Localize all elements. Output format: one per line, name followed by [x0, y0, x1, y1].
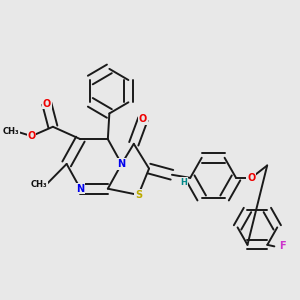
Text: O: O	[247, 173, 255, 183]
Text: F: F	[279, 242, 286, 251]
Text: O: O	[139, 114, 147, 124]
Text: N: N	[118, 159, 126, 169]
Text: O: O	[27, 131, 36, 141]
Text: O: O	[43, 99, 51, 109]
Text: CH₃: CH₃	[31, 180, 47, 189]
Text: H: H	[180, 178, 187, 187]
Text: CH₃: CH₃	[2, 127, 19, 136]
Text: N: N	[76, 184, 84, 194]
Text: S: S	[135, 190, 142, 200]
